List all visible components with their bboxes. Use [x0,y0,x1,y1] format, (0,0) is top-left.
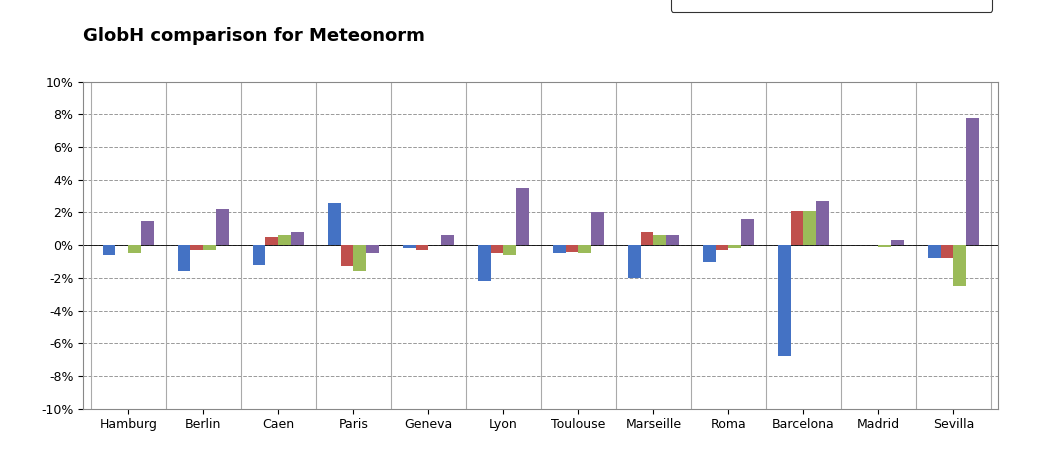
Bar [354,245,366,271]
Bar [790,211,803,245]
Bar [742,219,754,245]
Bar [566,245,578,252]
Bar [553,245,566,253]
Bar [265,237,279,245]
Bar [366,245,379,253]
Bar [279,235,291,245]
Bar [291,232,304,245]
Bar [966,118,979,245]
Bar [628,245,641,278]
Bar [216,209,229,245]
Bar [578,245,591,253]
Bar [516,188,528,245]
Bar [703,245,716,262]
Bar [653,235,666,245]
Bar [928,245,940,258]
Bar [954,245,966,286]
Bar [103,245,115,255]
Bar [402,245,416,248]
Bar [491,245,503,253]
Bar [128,245,141,253]
Bar [891,240,904,245]
Bar [441,235,453,245]
Legend: MN 4, MN6, MN6.1 (PVsyst6), MN7: MN 4, MN6, MN6.1 (PVsyst6), MN7 [671,0,992,12]
Bar [879,245,891,247]
Bar [190,245,203,250]
Bar [803,211,816,245]
Bar [728,245,742,248]
Bar [203,245,216,250]
Bar [778,245,790,356]
Bar [940,245,954,258]
Bar [416,245,428,250]
Bar [591,212,604,245]
Bar [666,235,679,245]
Bar [503,245,516,255]
Bar [716,245,728,250]
Bar [641,232,653,245]
Bar [253,245,265,265]
Bar [477,245,491,281]
Bar [178,245,190,271]
Bar [328,202,340,245]
Bar [816,201,829,245]
Bar [141,221,154,245]
Text: GlobH comparison for Meteonorm: GlobH comparison for Meteonorm [83,27,425,45]
Bar [340,245,354,266]
